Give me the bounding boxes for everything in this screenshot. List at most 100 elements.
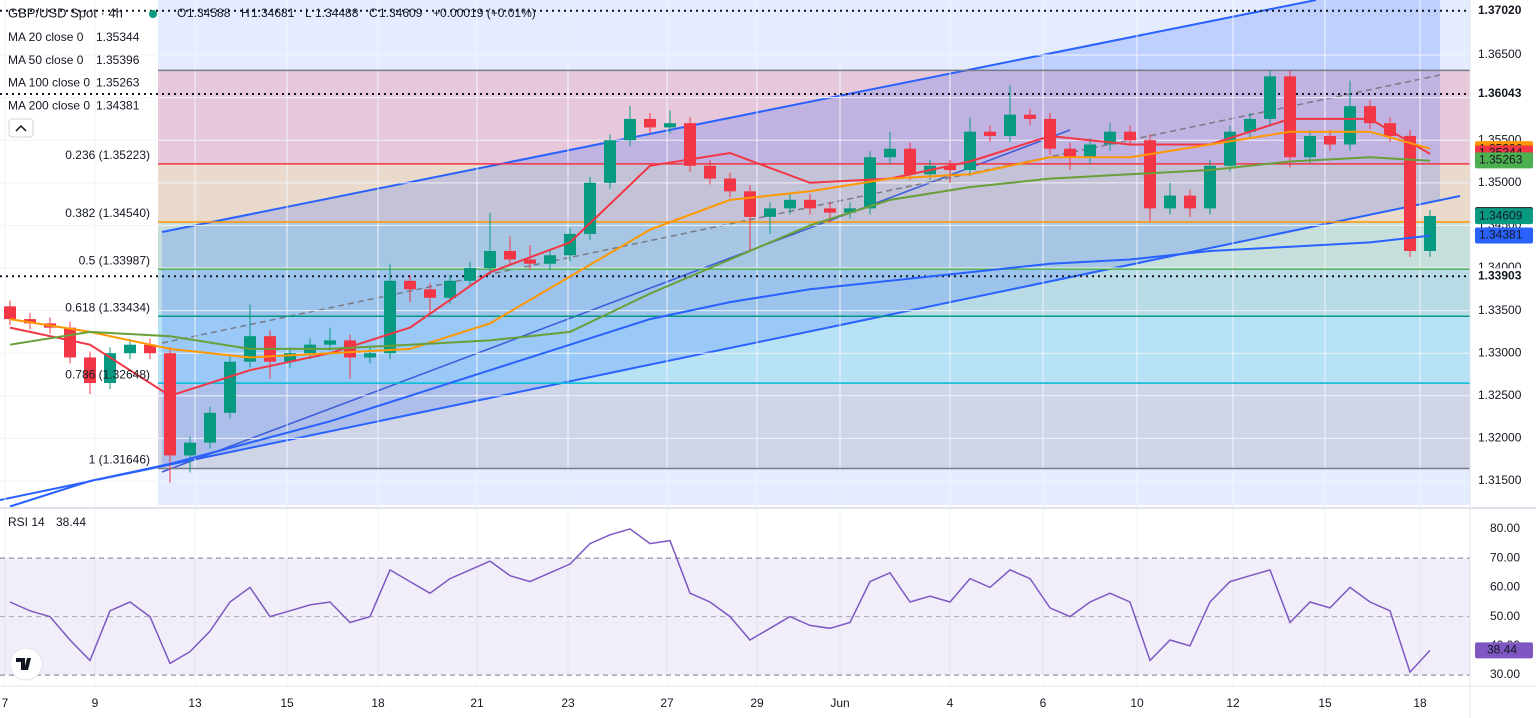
candle-body (384, 280, 396, 354)
candle-body (1284, 76, 1296, 158)
x-tick-label: 10 (1130, 696, 1144, 710)
market-status (149, 10, 157, 18)
candle-body (224, 361, 236, 413)
y-tick-label: 1.32000 (1478, 431, 1522, 445)
y-tick-label: 1.33500 (1478, 303, 1522, 317)
fib-zones (158, 0, 1470, 505)
candle-body (64, 327, 76, 358)
candle-body (544, 255, 556, 264)
candle-body (1124, 131, 1136, 141)
candle-body (1264, 76, 1276, 119)
fib-zone (158, 163, 1470, 223)
x-tick-label: 29 (750, 696, 764, 710)
candle-body (404, 280, 416, 290)
fib-label: 0.382 (1.34540) (65, 206, 150, 220)
ohlc-key: H (241, 6, 250, 20)
fib-label: 0.5 (1.33987) (79, 253, 150, 267)
collapse-button[interactable] (8, 118, 34, 138)
candle-body (864, 157, 876, 209)
symbol-title: GBP/USD Spot · 4h (8, 5, 123, 20)
candle-body (284, 353, 296, 362)
candle-body (4, 306, 16, 320)
candle-body (84, 357, 96, 384)
candle-body (1084, 144, 1096, 158)
rsi-line (9, 528, 1431, 674)
logo[interactable] (9, 647, 43, 681)
levels (0, 9, 1470, 470)
y-tick-label: 1.32500 (1478, 388, 1522, 402)
x-tick-label: 13 (188, 696, 202, 710)
candle-body (824, 208, 836, 213)
channel-upper (161, 0, 1317, 233)
candle-body (904, 148, 916, 175)
level-label: 1.36043 (1478, 86, 1522, 100)
candle-body (1304, 135, 1316, 158)
ma-legend-value: 1.35344 (96, 30, 140, 44)
ma-legend-value: 1.35263 (96, 76, 140, 90)
price-box (1475, 152, 1533, 169)
ohlc-value: 1.34588 (187, 6, 231, 20)
x-tick-label: Jun (830, 696, 849, 710)
channel-midline (161, 74, 1441, 344)
rsi-tick-label: 50.00 (1490, 609, 1520, 623)
candle-body (124, 344, 136, 354)
candle-body (604, 140, 616, 183)
fib-zone (158, 222, 1470, 270)
x-tick-label: 23 (561, 696, 575, 710)
candle-body (1204, 165, 1216, 209)
level-label: 1.37020 (1478, 3, 1522, 17)
x-tick-label: 12 (1226, 696, 1240, 710)
price-box-label: 1.34381 (1479, 228, 1523, 242)
channel-fill (162, 0, 1440, 466)
candle-body (24, 319, 36, 324)
candle-body (1064, 148, 1076, 158)
candle-body (1184, 195, 1196, 209)
price-box (1475, 227, 1533, 244)
candle-body (964, 131, 976, 171)
price-box (1475, 208, 1533, 225)
grid (0, 0, 1470, 685)
level-label-bg (1472, 268, 1536, 285)
level-label-bg (1472, 2, 1536, 19)
x-tick-label: 21 (470, 696, 484, 710)
candle-body (504, 250, 516, 260)
plot (0, 70, 1470, 676)
moving-average (9, 156, 1431, 350)
candle-body (364, 353, 376, 358)
level-label-bg (1472, 85, 1536, 102)
ohlc-key: O (177, 6, 186, 20)
candle-body (1324, 135, 1336, 145)
fib-zone (158, 70, 1470, 164)
channel-lower (0, 195, 1461, 501)
candle-body (704, 165, 716, 179)
price-change: +0.00019 (+0.01%) (433, 6, 536, 20)
x-tick-label: 18 (1413, 696, 1427, 710)
fib-label: 0.786 (1.32648) (65, 367, 150, 381)
candle-body (1144, 140, 1156, 209)
ohlc-value: 1.34681 (251, 6, 295, 20)
y-tick-label: 1.31500 (1478, 473, 1522, 487)
ma-legend-name: MA 100 close 0 (8, 76, 90, 90)
x-tick-label: 7 (2, 696, 9, 710)
candle-body (424, 289, 436, 298)
rsi-tick-label: 60.00 (1490, 580, 1520, 594)
candle-body (1004, 114, 1016, 136)
ohlc-key: C (369, 6, 378, 20)
ma-legend-value: 1.35396 (96, 53, 140, 67)
candle-body (324, 340, 336, 345)
logo-mark (16, 658, 31, 670)
moving-average (9, 234, 1431, 508)
rsi-tick-label: 80.00 (1490, 521, 1520, 535)
y-tick-label: 1.35000 (1478, 175, 1522, 189)
candle-body (104, 353, 116, 384)
candle-body (644, 118, 656, 128)
rsi-box (1475, 642, 1533, 659)
fib-label: 0.618 (1.33434) (65, 300, 150, 314)
candle-body (204, 412, 216, 443)
ma-legend-name: MA 50 close 0 (8, 53, 84, 67)
rsi-value: 38.44 (56, 515, 86, 529)
candle-body (184, 442, 196, 456)
candle-body (804, 199, 816, 209)
